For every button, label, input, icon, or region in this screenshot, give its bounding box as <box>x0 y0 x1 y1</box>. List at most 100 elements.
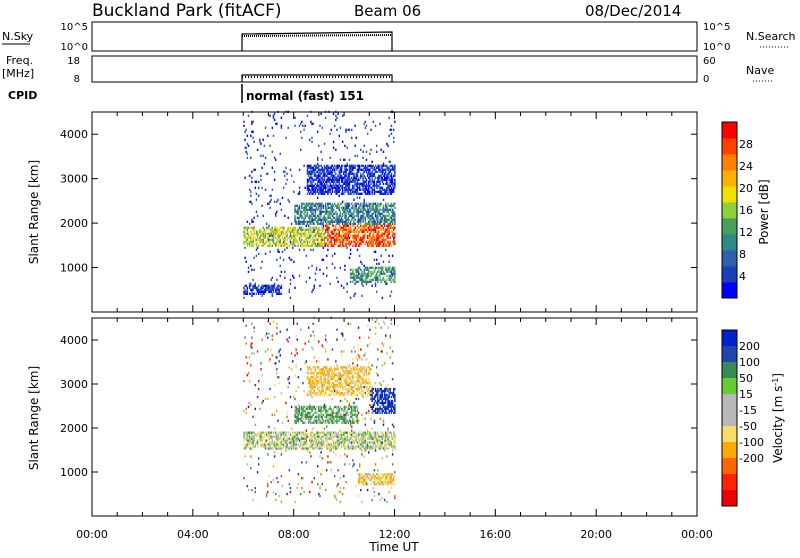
range-cell <box>349 185 350 187</box>
range-cell <box>290 279 291 281</box>
range-cell <box>343 193 344 195</box>
range-cell <box>394 271 395 273</box>
range-cell <box>349 175 350 177</box>
range-cell <box>391 207 392 209</box>
range-cell <box>318 366 319 368</box>
range-cell <box>325 372 326 374</box>
range-cell <box>257 243 258 245</box>
range-cell <box>371 428 372 430</box>
range-cell <box>299 191 300 193</box>
range-cell <box>292 432 293 434</box>
range-cell <box>255 491 256 493</box>
range-cell <box>353 445 354 447</box>
range-cell <box>326 435 327 437</box>
range-cell <box>259 408 260 410</box>
range-cell <box>315 437 316 439</box>
range-cell <box>384 241 385 243</box>
range-cell <box>258 457 259 459</box>
range-cell <box>289 483 290 485</box>
range-cell <box>248 271 249 273</box>
range-cell <box>328 181 329 183</box>
range-cell <box>270 233 271 235</box>
range-cell <box>332 420 333 422</box>
range-cell <box>247 463 248 465</box>
range-cell <box>386 179 387 181</box>
range-cell <box>371 319 372 321</box>
range-cell <box>352 169 353 171</box>
range-cell <box>294 117 295 119</box>
range-cell <box>360 177 361 179</box>
range-cell <box>322 241 323 243</box>
range-cell <box>317 445 318 447</box>
range-cell <box>343 350 344 352</box>
range-cell <box>373 432 374 434</box>
range-cell <box>345 221 346 223</box>
range-cell <box>348 217 349 219</box>
range-cell <box>306 207 307 209</box>
range-cell <box>287 340 288 342</box>
range-cell <box>356 207 357 209</box>
range-cell <box>385 169 386 171</box>
range-cell <box>373 213 374 215</box>
range-cell <box>278 289 279 291</box>
range-cell <box>300 233 301 235</box>
range-cell <box>286 416 287 418</box>
range-cell <box>375 443 376 445</box>
range-cell <box>316 378 317 380</box>
range-cell <box>386 245 387 247</box>
range-cell <box>303 243 304 245</box>
range-cell <box>362 378 363 380</box>
range-cell <box>327 445 328 447</box>
range-cell <box>357 249 358 251</box>
range-cell <box>306 360 307 362</box>
range-cell <box>295 221 296 223</box>
range-cell <box>277 199 278 201</box>
range-cell <box>352 459 353 461</box>
range-cell <box>315 279 316 281</box>
range-cell <box>362 392 363 394</box>
range-cell <box>311 183 312 185</box>
range-cell <box>387 175 388 177</box>
range-cell <box>336 177 337 179</box>
range-cell <box>314 171 315 173</box>
range-cell <box>287 378 288 380</box>
range-cell <box>339 179 340 181</box>
range-cell <box>301 406 302 408</box>
range-cell <box>357 394 358 396</box>
range-cell <box>354 165 355 167</box>
range-cell <box>317 471 318 473</box>
range-cell <box>336 364 337 366</box>
range-cell <box>324 376 325 378</box>
range-cell <box>360 219 361 221</box>
range-cell <box>350 424 351 426</box>
range-cell <box>351 430 352 432</box>
range-cell <box>324 443 325 445</box>
range-cell <box>267 435 268 437</box>
range-cell <box>369 205 370 207</box>
range-cell <box>277 239 278 241</box>
range-cell <box>307 211 308 213</box>
range-cell <box>265 235 266 237</box>
range-cell <box>326 275 327 277</box>
range-cell <box>283 231 284 233</box>
range-cell <box>345 243 346 245</box>
range-cell <box>303 390 304 392</box>
range-cell <box>394 277 395 279</box>
range-cell <box>344 398 345 400</box>
range-cell <box>249 402 250 404</box>
range-cell <box>366 388 367 390</box>
range-cell <box>360 223 361 225</box>
range-cell <box>340 213 341 215</box>
range-cell <box>366 181 367 183</box>
range-cell <box>298 416 299 418</box>
range-cell <box>340 487 341 489</box>
range-cell <box>371 171 372 173</box>
range-cell <box>352 374 353 376</box>
range-cell <box>282 422 283 424</box>
range-cell <box>340 243 341 245</box>
colorbar-segment <box>722 250 737 266</box>
range-cell <box>358 235 359 237</box>
range-cell <box>356 485 357 487</box>
range-cell <box>383 227 384 229</box>
